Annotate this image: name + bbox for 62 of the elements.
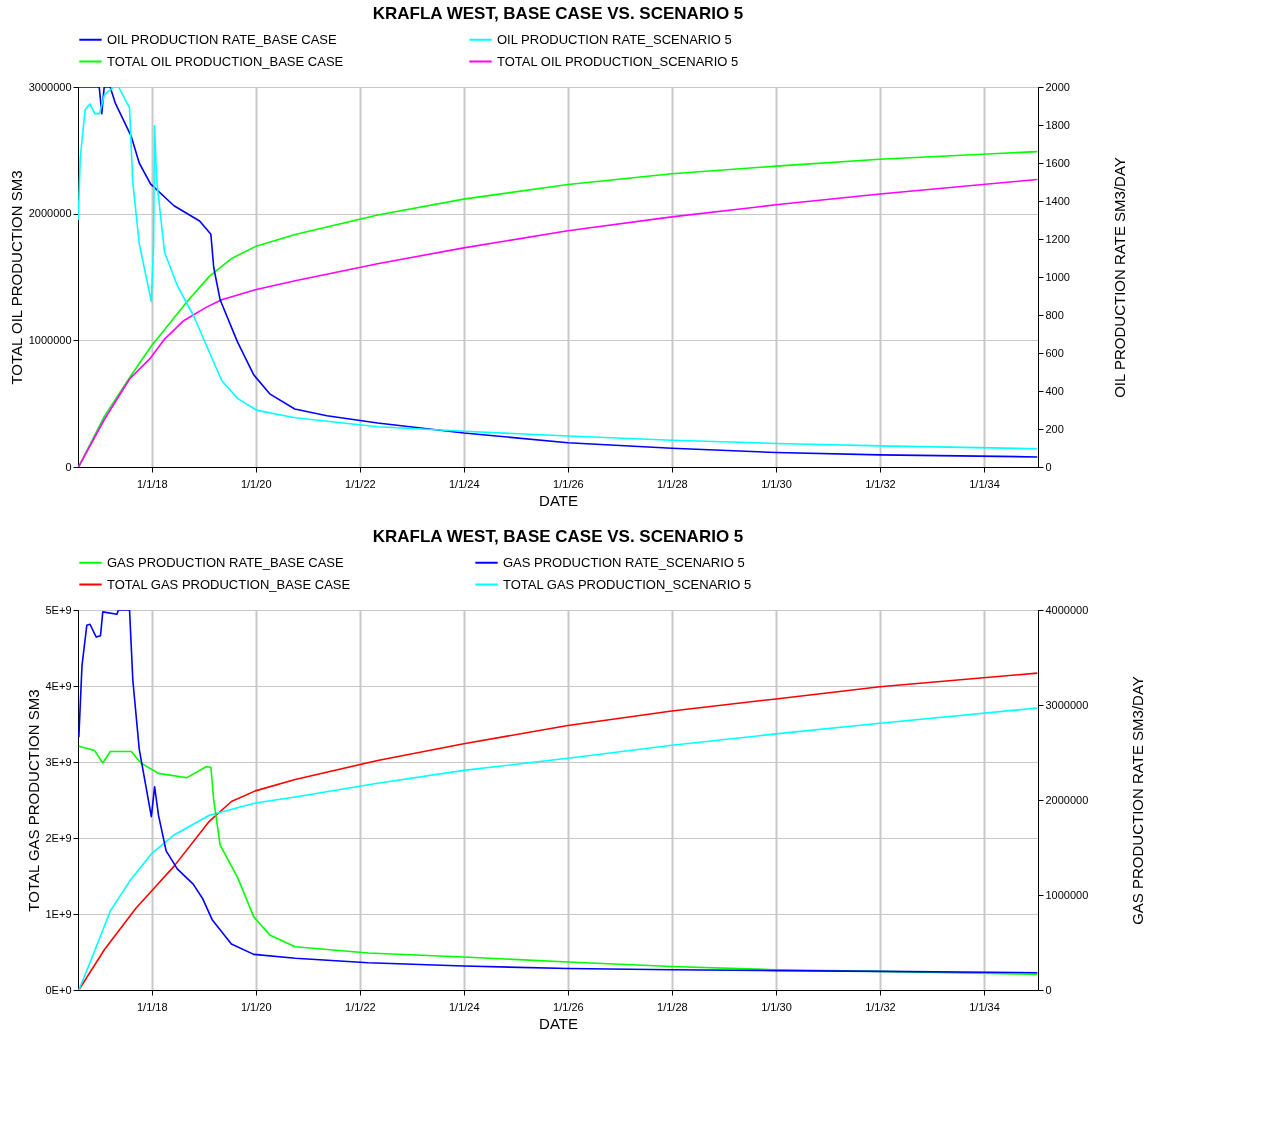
- y-axis-title: TOTAL OIL PRODUCTION SM3: [7, 170, 25, 385]
- legend-label: OIL PRODUCTION RATE_BASE CASE: [107, 31, 338, 47]
- line-series: [78, 610, 1038, 974]
- x-tick-label: 1/1/22: [345, 477, 376, 490]
- y2-tick-label: 1600: [1045, 156, 1070, 169]
- x-axis-title: DATE: [539, 1014, 578, 1032]
- legend-label: GAS PRODUCTION RATE_BASE CASE: [107, 554, 345, 570]
- chart-title: KRAFLA WEST, BASE CASE VS. SCENARIO 5: [372, 4, 744, 23]
- y2-tick-label: 2000000: [1045, 793, 1089, 806]
- y-tick-label: 5E+9: [45, 603, 72, 616]
- legend-label: GAS PRODUCTION RATE_SCENARIO 5: [503, 554, 745, 570]
- x-tick-label: 1/1/20: [240, 1000, 272, 1013]
- y2-tick-label: 3000000: [1045, 698, 1089, 711]
- y-tick-label: 3000000: [28, 80, 72, 93]
- x-tick-label: 1/1/26: [553, 1000, 584, 1013]
- y2-tick-label: 1200: [1045, 232, 1070, 245]
- y-tick-label: 1E+9: [45, 907, 72, 920]
- y2-axis-title: OIL PRODUCTION RATE SM3/DAY: [1110, 157, 1128, 398]
- x-tick-label: 1/1/34: [969, 477, 1000, 490]
- y-tick-label: 0: [65, 460, 72, 473]
- y2-tick-label: 1400: [1045, 194, 1070, 207]
- legend-label: OIL PRODUCTION RATE_SCENARIO 5: [497, 31, 732, 47]
- x-tick-label: 1/1/24: [449, 1000, 480, 1013]
- y2-tick-label: 0: [1045, 460, 1052, 473]
- y2-tick-label: 800: [1045, 308, 1064, 321]
- y2-tick-label: 1800: [1045, 118, 1070, 131]
- line-series: [78, 745, 1038, 976]
- x-tick-label: 1/1/18: [136, 477, 168, 490]
- y-axis-title: TOTAL GAS PRODUCTION SM3: [24, 689, 42, 912]
- x-tick-label: 1/1/34: [969, 1000, 1000, 1013]
- y-tick-label: 2E+9: [45, 831, 72, 844]
- y-tick-label: 1000000: [28, 333, 72, 346]
- y2-tick-label: 400: [1045, 384, 1064, 397]
- x-tick-label: 1/1/30: [761, 477, 792, 490]
- x-tick-label: 1/1/32: [865, 477, 896, 490]
- x-tick-label: 1/1/30: [761, 1000, 792, 1013]
- legend-label: TOTAL GAS PRODUCTION_SCENARIO 5: [503, 576, 752, 592]
- x-tick-label: 1/1/28: [657, 1000, 688, 1013]
- x-axis-title: DATE: [539, 491, 578, 509]
- chart-title: KRAFLA WEST, BASE CASE VS. SCENARIO 5: [372, 527, 744, 546]
- y2-tick-label: 200: [1045, 422, 1064, 435]
- legend-label: TOTAL GAS PRODUCTION_BASE CASE: [107, 576, 351, 592]
- x-tick-label: 1/1/26: [553, 477, 584, 490]
- y2-tick-label: 1000000: [1045, 888, 1089, 901]
- x-tick-label: 1/1/20: [240, 477, 272, 490]
- y2-axis-title: GAS PRODUCTION RATE SM3/DAY: [1129, 676, 1147, 925]
- legend-label: TOTAL OIL PRODUCTION_SCENARIO 5: [497, 53, 739, 69]
- y2-tick-label: 4000000: [1045, 603, 1089, 616]
- legend-label: TOTAL OIL PRODUCTION_BASE CASE: [107, 53, 344, 69]
- y-tick-label: 3E+9: [45, 755, 72, 768]
- y2-tick-label: 2000: [1045, 80, 1070, 93]
- y2-tick-label: 600: [1045, 346, 1064, 359]
- x-tick-label: 1/1/32: [865, 1000, 896, 1013]
- x-tick-label: 1/1/28: [657, 477, 688, 490]
- x-tick-label: 1/1/22: [345, 1000, 376, 1013]
- y-tick-label: 2000000: [28, 207, 72, 220]
- x-tick-label: 1/1/24: [449, 477, 480, 490]
- y2-tick-label: 1000: [1045, 270, 1070, 283]
- y-tick-label: 0E+0: [45, 983, 72, 996]
- y2-tick-label: 0: [1045, 983, 1052, 996]
- x-tick-label: 1/1/18: [136, 1000, 168, 1013]
- y-tick-label: 4E+9: [45, 679, 72, 692]
